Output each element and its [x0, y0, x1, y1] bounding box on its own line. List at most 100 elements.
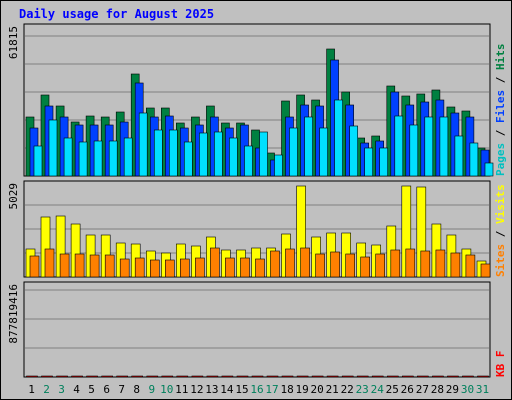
traffic-panel-pages-bar: [304, 116, 313, 177]
visits-panel-sites-bar: [210, 247, 220, 278]
x-axis-day-label: 17: [265, 383, 278, 396]
x-axis-day-label: 2: [43, 383, 50, 396]
traffic-panel-pages-bar: [364, 147, 374, 177]
x-axis-day-label: 11: [175, 383, 188, 396]
x-axis-day-label: 16: [250, 383, 263, 396]
kbytes-panel-kb-f-bar: [161, 375, 174, 378]
visits-panel-sites-bar: [390, 249, 401, 278]
traffic-panel-pages-bar: [63, 137, 73, 177]
x-axis-day-label: 30: [461, 383, 474, 396]
kbytes-panel-kb-f-bar: [386, 375, 399, 378]
visits-panel-label-part: /: [494, 224, 507, 244]
kbytes-panel-kb-f-bar: [206, 375, 219, 378]
visits-panel-sites-bar: [165, 259, 175, 278]
kbytes-panel-kb-f-bar: [191, 375, 204, 378]
visits-panel-sites-bar: [119, 258, 130, 278]
traffic-panel-label-part: /: [494, 70, 507, 90]
x-axis-day-label: 1: [28, 383, 35, 396]
kbytes-panel-kb-f-bar: [356, 375, 369, 378]
x-axis-day-label: 31: [476, 383, 489, 396]
traffic-panel-pages-bar: [154, 129, 163, 177]
traffic-panel-pages-bar: [123, 137, 133, 177]
kbytes-panel-kb-f-bar: [462, 375, 474, 378]
traffic-panel-pages-bar: [244, 145, 253, 177]
kbytes-panel-kb-f-bar: [146, 375, 159, 378]
visits-panel-sites-bar: [150, 259, 160, 278]
traffic-panel-pages-bar: [409, 124, 419, 177]
traffic-panel-pages-bar: [184, 141, 193, 177]
visits-panel-sites-bar: [195, 257, 205, 278]
x-axis-day-label: 14: [220, 383, 234, 396]
x-axis-day-label: 21: [326, 383, 339, 396]
kbytes-panel-kb-f-bar: [416, 375, 429, 378]
x-axis-day-label: 24: [371, 383, 385, 396]
visits-panel-sites-bar: [405, 248, 416, 278]
kbytes-panel-kb-f-bar: [296, 375, 309, 378]
kbytes-panel-kb-f-bar: [26, 375, 38, 378]
x-axis-day-label: 8: [133, 383, 140, 396]
x-axis-day-label: 26: [401, 383, 414, 396]
kbytes-panel-kb-f-bar: [341, 375, 354, 378]
traffic-panel-pages-bar: [319, 127, 328, 177]
x-axis-day-label: 10: [160, 383, 173, 396]
kbytes-panel-kb-f-bar: [432, 375, 444, 378]
kbytes-panel-kb-f-bar: [281, 375, 294, 378]
traffic-panel-pages-bar: [138, 112, 148, 177]
x-axis-day-label: 20: [310, 383, 323, 396]
chart-labels: 61815 Pages / Files / Hits 5029 Sites / Vis…: [7, 26, 507, 377]
kbytes-panel-kb-f-bar: [251, 375, 264, 378]
traffic-panel-pages-bar: [108, 140, 118, 177]
x-axis-day-label: 4: [73, 383, 80, 396]
kbytes-panel-kb-f-bar: [371, 375, 384, 378]
visits-panel-sites-bar: [345, 253, 356, 278]
x-axis-day-label: 13: [205, 383, 218, 396]
traffic-panel-pages-bar: [33, 145, 43, 177]
kbytes-panel-kb-f-bar: [326, 375, 339, 378]
visits-panel-sites-bar: [270, 250, 280, 278]
visits-panel-sites-bar: [74, 253, 85, 278]
x-axis-day-label: 25: [386, 383, 399, 396]
kbytes-panel-plot-area: [23, 281, 491, 378]
traffic-panel-pages-bar: [334, 99, 343, 177]
kbytes-panel-kb-f-bar: [71, 375, 83, 378]
x-axis-day-label: 12: [190, 383, 203, 396]
traffic-panel-pages-bar: [424, 116, 434, 177]
traffic-panel-label-part: Pages: [494, 143, 507, 176]
visits-panel-sites-bar: [420, 250, 431, 278]
traffic-panel-pages-bar: [169, 129, 178, 177]
visits-panel-sites-bar: [255, 258, 265, 278]
traffic-panel-pages-bar: [394, 115, 404, 177]
traffic-panel-label-part: Files: [494, 90, 507, 123]
visits-panel-sites-bar: [59, 253, 70, 278]
visits-panel-sites-bar: [375, 253, 386, 278]
kbytes-panel-kb-f-bar: [311, 375, 324, 378]
x-axis-labels: 1 2 3 4 5 6 7 8 9 10 11 12 13 14 15 16 17 18 19 20 21 22 23 24 2…: [28, 383, 489, 396]
visits-panel-sites-bar: [360, 256, 371, 278]
visits-panel-sites-bar: [465, 254, 476, 278]
kbytes-panel-kb-f-bar: [477, 375, 489, 378]
visits-panel-sites-bar: [330, 251, 340, 278]
visits-panel-sites-bar: [450, 252, 461, 278]
chart-bars: [25, 48, 494, 378]
traffic-panel-pages-bar: [454, 135, 464, 177]
x-axis-day-label: 23: [356, 383, 369, 396]
kbytes-panel-kb-f-bar: [447, 375, 459, 378]
traffic-panel-label-part: Hits: [494, 44, 507, 71]
kbytes-panel-kb-f-bar: [116, 375, 128, 378]
kbytes-panel-kb-f-bar: [56, 375, 68, 378]
x-axis-day-label: 6: [103, 383, 110, 396]
visits-panel-sites-bar: [29, 255, 40, 278]
x-axis-day-label: 28: [431, 383, 444, 396]
visits-panel-sites-bar: [435, 249, 446, 278]
visits-panel-sites-bar: [225, 257, 235, 278]
x-axis-day-label: 27: [416, 383, 429, 396]
visits-panel-sites-bar: [480, 263, 491, 278]
traffic-panel-pages-bar: [48, 119, 58, 177]
traffic-panel-series-label: Pages / Files / Hits: [494, 44, 507, 177]
kbytes-panel-kb-f-bar: [131, 375, 143, 378]
visits-panel-sites-bar: [134, 257, 145, 278]
visits-panel-sites-bar: [285, 248, 295, 278]
traffic-panel-pages-bar: [469, 142, 479, 177]
visits-panel-sites-bar: [104, 254, 115, 278]
